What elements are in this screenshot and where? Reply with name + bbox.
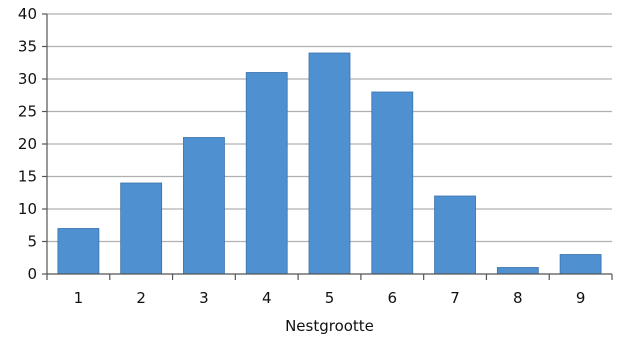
y-tick-label: 40 xyxy=(18,5,37,23)
bar-5 xyxy=(308,52,351,275)
x-tick-label: 6 xyxy=(388,289,398,307)
bar-1 xyxy=(57,228,100,275)
x-tick-label: 9 xyxy=(576,289,586,307)
x-tick-label: 2 xyxy=(136,289,146,307)
bar-9 xyxy=(559,254,602,275)
tick-labels: 0 5 10 15 20 25 30 35 40 1 2 3 4 5 6 7 8 9 xyxy=(18,5,585,307)
bar-7 xyxy=(434,195,476,275)
y-tick-label: 5 xyxy=(27,233,37,251)
x-tick-label: 5 xyxy=(325,289,335,307)
bar-4 xyxy=(245,72,288,275)
bar-2 xyxy=(120,182,163,275)
bars xyxy=(57,52,602,275)
y-tick-label: 15 xyxy=(18,168,37,186)
y-tick-label: 25 xyxy=(18,103,37,121)
y-tick-label: 30 xyxy=(18,70,37,88)
y-tick-label: 35 xyxy=(18,38,37,56)
axes xyxy=(42,13,613,280)
x-tick-label: 4 xyxy=(262,289,272,307)
x-axis-title: Nestgrootte xyxy=(285,317,374,335)
y-tick-label: 0 xyxy=(27,265,37,283)
x-tick-label: 7 xyxy=(450,289,460,307)
x-tick-label: 3 xyxy=(199,289,209,307)
x-tick-label: 8 xyxy=(513,289,523,307)
x-tick-label: 1 xyxy=(74,289,84,307)
bar-8 xyxy=(496,267,539,275)
bar-6 xyxy=(371,91,414,275)
y-tick-label: 20 xyxy=(18,135,37,153)
y-tick-label: 10 xyxy=(18,200,37,218)
bar-3 xyxy=(183,137,225,275)
